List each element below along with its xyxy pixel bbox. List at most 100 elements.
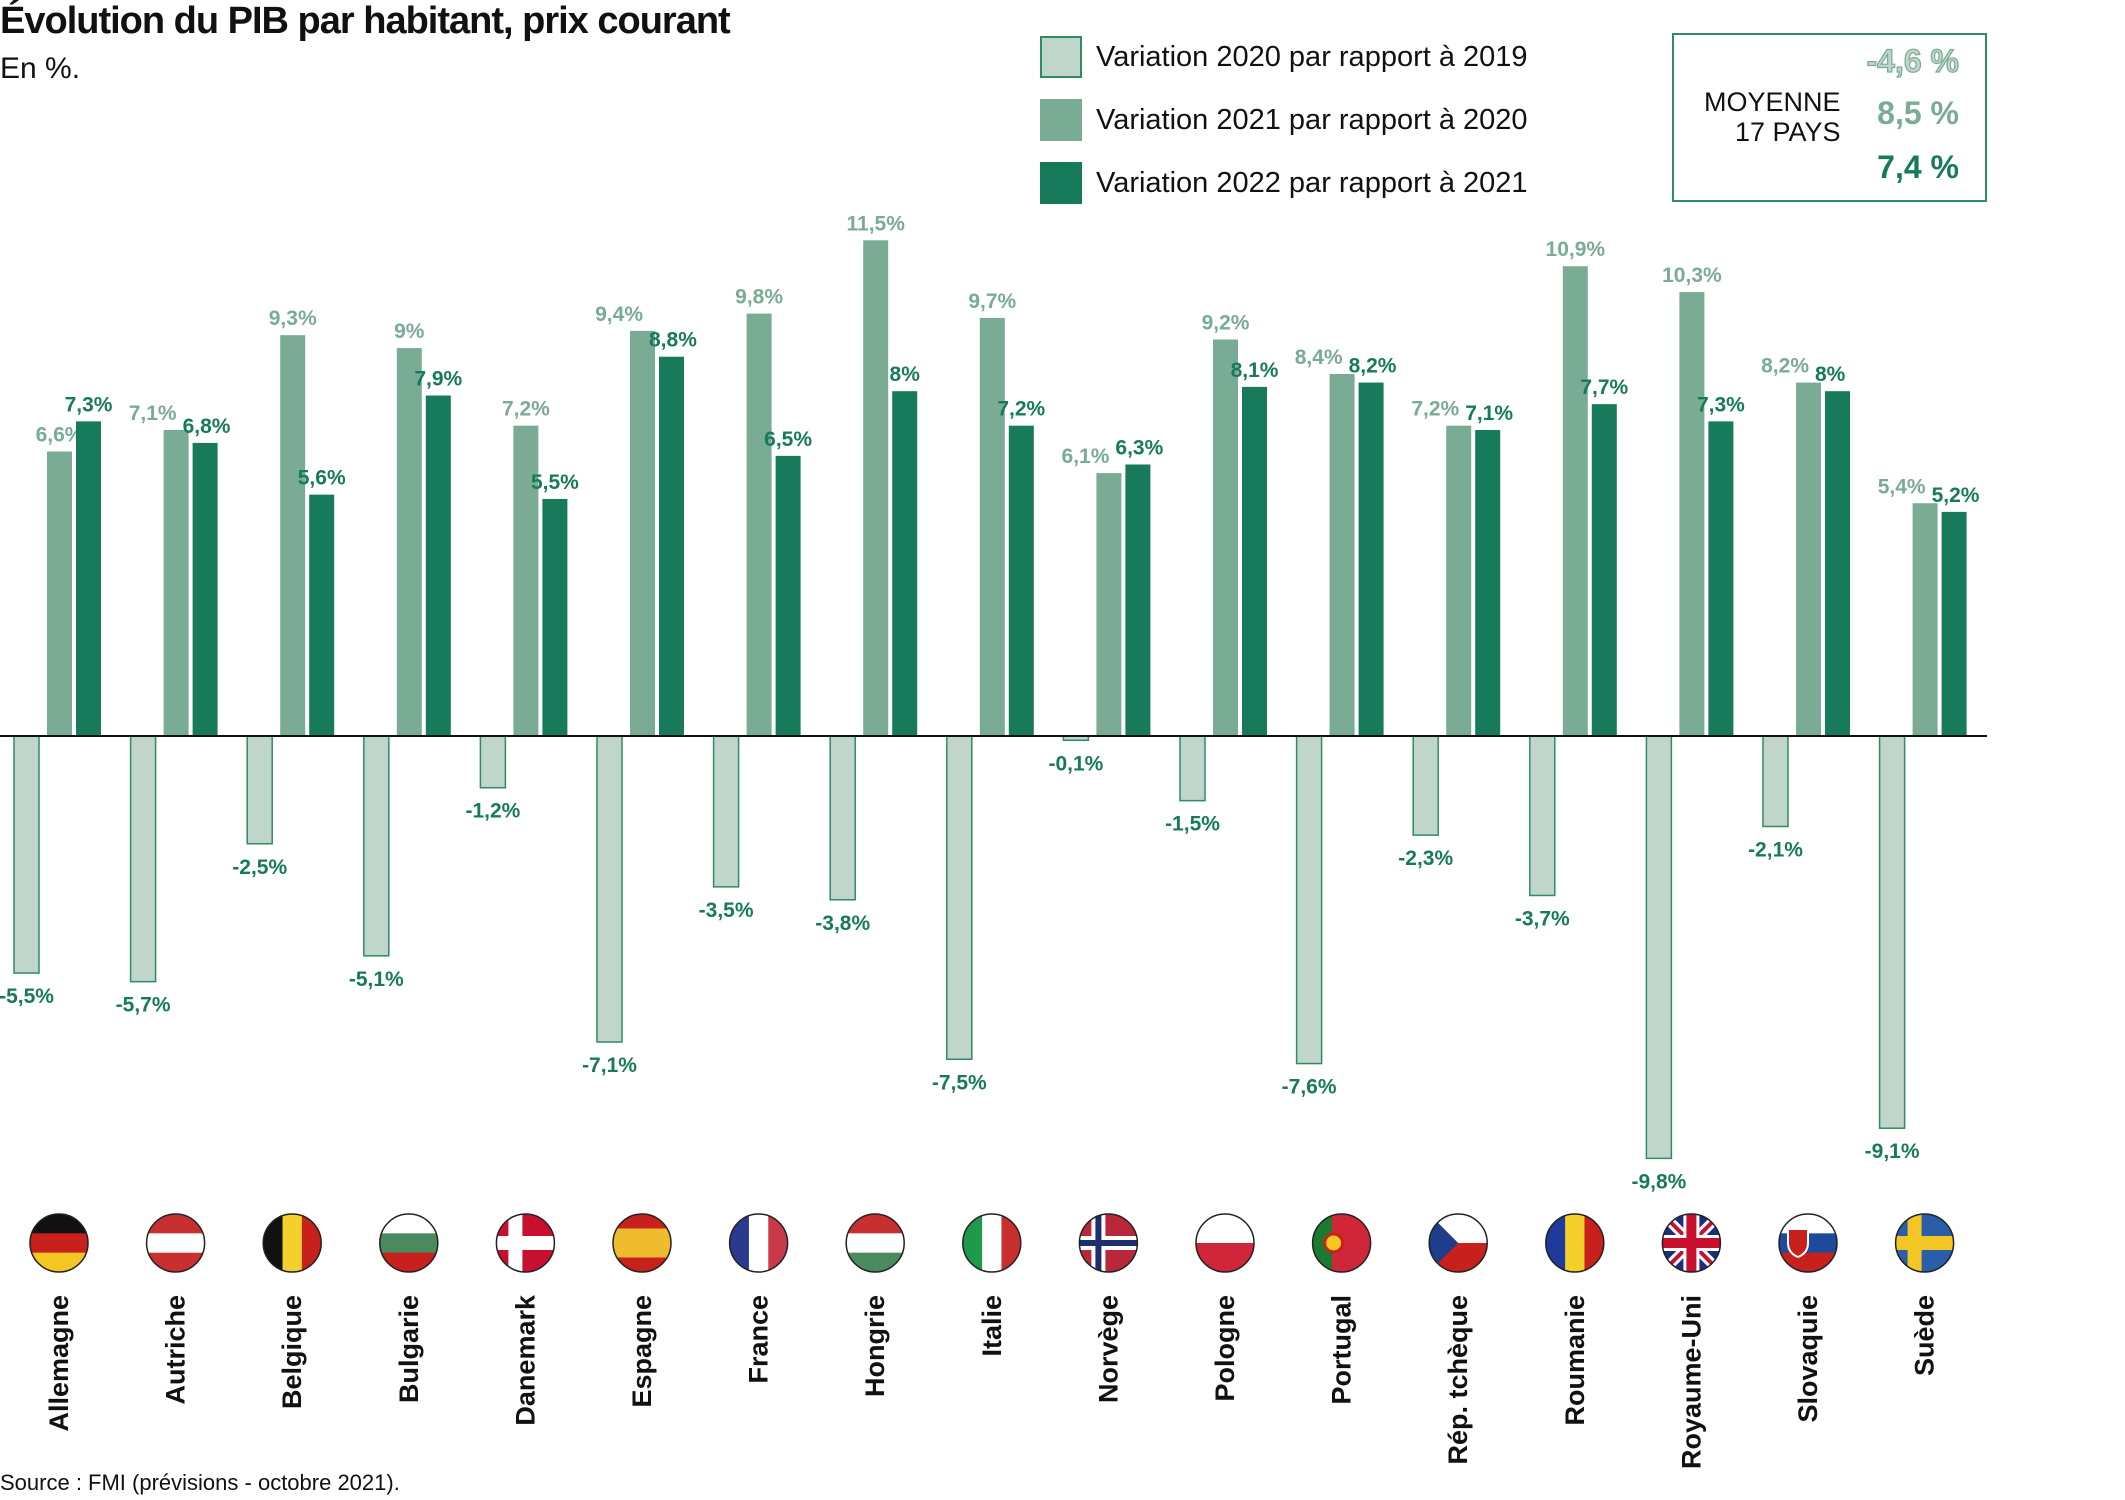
data-label-2020: -5,5% bbox=[0, 985, 54, 1008]
data-label-2021: 9% bbox=[394, 320, 425, 343]
bar-2021 bbox=[1213, 339, 1238, 736]
data-label-2022: 7,7% bbox=[1580, 376, 1628, 399]
bar-2021 bbox=[1679, 292, 1705, 736]
flag-no-icon bbox=[1079, 1214, 1138, 1272]
data-label-2020: -9,1% bbox=[1865, 1140, 1920, 1163]
bar-2022 bbox=[659, 356, 684, 736]
bar-2020 bbox=[1645, 735, 1673, 1160]
chart-subtitle: En %. bbox=[0, 52, 81, 85]
bar-2022 bbox=[76, 421, 101, 736]
bar-2020 bbox=[596, 735, 623, 1043]
bar-2022 bbox=[1475, 429, 1501, 736]
data-label-2020: -5,7% bbox=[116, 994, 171, 1017]
country-label: Rép. tchèque bbox=[1443, 1295, 1473, 1465]
data-label-2021: 9,2% bbox=[1202, 311, 1250, 334]
bar-2021 bbox=[979, 317, 1005, 736]
flag-pt-icon bbox=[1312, 1214, 1371, 1272]
bar-2021 bbox=[47, 451, 72, 736]
country-label: Roumanie bbox=[1560, 1295, 1590, 1426]
flag-be-icon bbox=[263, 1214, 322, 1272]
data-label-2020: -2,1% bbox=[1748, 839, 1803, 862]
flag-outline bbox=[1778, 1213, 1838, 1273]
country-label: Suède bbox=[1910, 1295, 1940, 1376]
bar-2021 bbox=[396, 348, 422, 736]
data-label-2021: 7,2% bbox=[1411, 398, 1459, 421]
average-label-line1: MOYENNE bbox=[1704, 87, 1841, 117]
bar-2022 bbox=[892, 391, 918, 736]
bar-2020 bbox=[363, 735, 390, 957]
bar-2021 bbox=[1562, 266, 1588, 736]
flag-outline bbox=[495, 1213, 556, 1273]
bar-2020 bbox=[129, 735, 157, 983]
bar-2022 bbox=[1941, 511, 1967, 736]
data-label-2022: 5,5% bbox=[531, 471, 579, 494]
country-label: Allemagne bbox=[44, 1295, 74, 1432]
legend-label: Variation 2022 par rapport à 2021 bbox=[1096, 166, 1528, 199]
bar-2022 bbox=[192, 442, 218, 736]
flag-outline bbox=[845, 1213, 905, 1273]
data-label-2022: 6,3% bbox=[1115, 436, 1163, 459]
bar-2022 bbox=[1242, 386, 1267, 736]
data-label-2021: 9,3% bbox=[269, 307, 317, 330]
bar-2021 bbox=[1096, 473, 1122, 736]
bar-2022 bbox=[1358, 382, 1384, 736]
bar-2021 bbox=[163, 429, 189, 736]
average-2021: 8,5 % bbox=[1877, 95, 1959, 131]
data-label-2020: -2,3% bbox=[1398, 847, 1453, 870]
data-label-2022: 7,1% bbox=[1465, 402, 1513, 425]
data-label-2022: 8,8% bbox=[649, 329, 697, 352]
bar-2020 bbox=[13, 735, 40, 974]
flag-gb-icon bbox=[1662, 1214, 1721, 1272]
chart-title: Évolution du PIB par habitant, prix cour… bbox=[0, 0, 731, 42]
bar-2021 bbox=[863, 240, 889, 736]
flag-outline bbox=[1078, 1213, 1139, 1273]
flag-it-icon bbox=[962, 1214, 1021, 1272]
country-label: Slovaquie bbox=[1793, 1295, 1823, 1423]
flag-outline bbox=[262, 1213, 322, 1273]
country-label: Italie bbox=[977, 1295, 1007, 1357]
data-label-2022: 7,3% bbox=[65, 393, 113, 416]
flag-outline bbox=[1894, 1213, 1955, 1273]
bar-2022 bbox=[309, 494, 335, 736]
bar-2022 bbox=[1708, 421, 1734, 736]
bar-2021 bbox=[1329, 373, 1355, 736]
bar-2020 bbox=[1179, 735, 1206, 802]
legend-swatch-2022 bbox=[1040, 162, 1082, 204]
legend-item-2020: Variation 2020 par rapport à 2019 bbox=[1040, 36, 1528, 78]
flag-de-icon bbox=[30, 1214, 88, 1272]
bar-2022 bbox=[425, 395, 451, 736]
bar-2021 bbox=[513, 425, 539, 736]
flag-outline bbox=[1428, 1213, 1488, 1273]
data-label-2020: -3,8% bbox=[815, 912, 870, 935]
data-label-2020: -0,1% bbox=[1048, 752, 1103, 775]
bar-2022 bbox=[1125, 464, 1151, 736]
data-label-2022: 5,6% bbox=[298, 467, 346, 490]
flag-bg-icon bbox=[379, 1214, 438, 1272]
flag-hu-icon bbox=[846, 1214, 905, 1272]
country-label: Pologne bbox=[1210, 1295, 1240, 1402]
data-label-2021: 8,4% bbox=[1295, 346, 1343, 369]
source-note: Source : FMI (prévisions - octobre 2021)… bbox=[0, 1470, 400, 1495]
data-label-2022: 7,2% bbox=[997, 398, 1045, 421]
flag-ro-icon bbox=[1545, 1214, 1604, 1272]
flag-dk-icon bbox=[496, 1214, 555, 1272]
data-label-2022: 7,9% bbox=[414, 368, 462, 391]
data-label-2021: 5,4% bbox=[1878, 475, 1926, 498]
legend-item-2022: Variation 2022 par rapport à 2021 bbox=[1040, 162, 1528, 204]
average-2020: -4,6 % bbox=[1866, 42, 1960, 79]
flag-es-icon bbox=[613, 1214, 671, 1272]
legend-item-2021: Variation 2021 par rapport à 2020 bbox=[1040, 99, 1528, 141]
country-label: Belgique bbox=[277, 1295, 307, 1409]
flag-se-icon bbox=[1895, 1214, 1954, 1272]
bar-2020 bbox=[829, 735, 856, 901]
country-label: France bbox=[744, 1295, 774, 1384]
flag-fr-icon bbox=[729, 1214, 788, 1272]
bar-2021 bbox=[1796, 382, 1821, 736]
data-label-2022: 6,5% bbox=[764, 428, 812, 451]
legend-swatch-2020 bbox=[1040, 36, 1082, 78]
bar-2020 bbox=[479, 735, 507, 789]
average-2022: 7,4 % bbox=[1877, 149, 1959, 185]
bar-2020 bbox=[946, 735, 973, 1060]
country-label: Royaume-Uni bbox=[1676, 1295, 1706, 1469]
data-label-2020: -7,5% bbox=[932, 1071, 987, 1094]
